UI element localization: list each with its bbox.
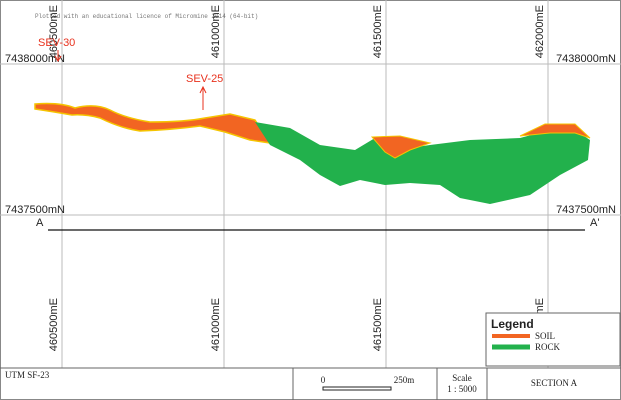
easting-label: 462000mE: [534, 5, 546, 58]
easting-label: 461500mE: [372, 5, 384, 58]
legend-item: ROCK: [535, 342, 561, 352]
borehole-label: SEV-30: [38, 37, 75, 49]
section-end: A': [590, 217, 599, 229]
section-start: A: [36, 217, 44, 229]
easting-label: 461000mE: [210, 298, 222, 351]
borehole-label: SEV-25: [186, 73, 223, 85]
borehole-arrow: [199, 85, 207, 110]
easting-label: 461500mE: [372, 298, 384, 351]
easting-label: 460500mE: [48, 5, 60, 58]
borehole-arrow: [54, 50, 62, 62]
easting-label: 460500mE: [48, 298, 60, 351]
northing-label: 7438000mN: [5, 53, 65, 65]
easting-label: 461000mE: [210, 5, 222, 58]
scale-label: Scale: [452, 373, 472, 383]
soil-body: [519, 123, 591, 139]
northing-label: 7437500mN: [556, 204, 616, 216]
scale-bar: [322, 386, 392, 391]
scale-bar-start: 0: [321, 375, 326, 385]
soil-body: [370, 135, 432, 159]
legend-item: SOIL: [535, 331, 555, 341]
soil-body: [34, 102, 272, 144]
watermark: Plotted with an educational licence of M…: [35, 13, 258, 20]
sheet-label: UTM SF-23: [5, 370, 50, 380]
legend-title: Legend: [491, 317, 534, 331]
northing-label: 7438000mN: [556, 53, 616, 65]
scale-value: 1 : 5000: [447, 384, 477, 394]
rock-body: [255, 122, 590, 204]
scale-bar-end: 250m: [394, 375, 415, 385]
section-title: SECTION A: [531, 378, 578, 388]
legend-box: [485, 312, 621, 367]
northing-label: 7437500mN: [5, 204, 65, 216]
